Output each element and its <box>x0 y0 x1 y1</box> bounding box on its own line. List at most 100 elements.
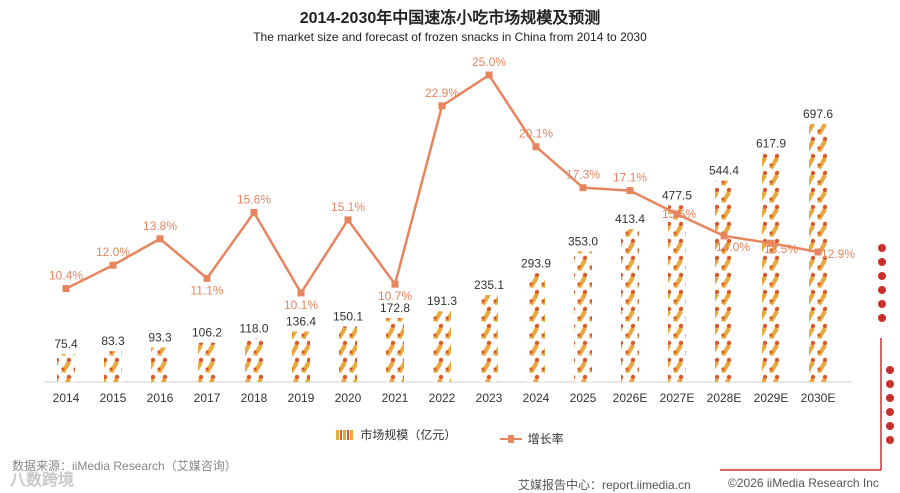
rate-label-2017: 11.1% <box>190 283 223 297</box>
bar-label-2026E: 413.4 <box>615 212 645 226</box>
bar-2026E <box>621 229 639 382</box>
legend-label-market-size: 市场规模（亿元） <box>360 428 457 442</box>
bar-label-2016: 93.3 <box>148 330 172 344</box>
rate-marker-2015 <box>109 261 117 269</box>
rate-label-2019: 10.1% <box>284 298 318 312</box>
rate-marker-2024 <box>532 143 540 151</box>
rate-marker-2022 <box>438 102 446 110</box>
bar-2024 <box>527 273 545 382</box>
rate-marker-2016 <box>156 235 164 243</box>
x-tick-2016: 2016 <box>147 391 174 405</box>
bar-label-2027E: 477.5 <box>662 188 692 202</box>
bar-2029E <box>762 153 780 382</box>
x-tick-2017: 2017 <box>194 391 221 405</box>
legend-label-growth-rate: 增长率 <box>527 432 564 446</box>
bar-label-2014: 75.4 <box>54 337 78 351</box>
rate-marker-2025 <box>579 184 587 192</box>
bar-2023 <box>480 295 498 382</box>
legend: 市场规模（亿元） 增长率 <box>0 426 900 447</box>
bar-label-2023: 235.1 <box>474 278 504 292</box>
bar-label-2025: 353.0 <box>568 234 598 248</box>
rate-marker-2019 <box>297 289 305 297</box>
bar-label-2020: 150.1 <box>333 309 363 323</box>
rate-marker-2029E <box>767 239 775 247</box>
bar-label-2029E: 617.9 <box>756 136 786 150</box>
rate-label-2022: 22.9% <box>425 86 459 100</box>
watermark: 八数跨境 <box>10 472 75 489</box>
rate-label-2030E: 12.9% <box>821 247 855 261</box>
rate-marker-2018 <box>250 209 258 217</box>
bar-2018 <box>245 338 263 382</box>
bar-label-2018: 118.0 <box>239 321 268 335</box>
rate-label-2029E: 13.5% <box>764 242 798 256</box>
x-tick-2030E: 2030E <box>801 391 836 405</box>
bar-2022 <box>433 311 451 382</box>
rate-label-2026E: 17.1% <box>613 171 647 185</box>
chart-area: 75.4 2014 83.3 2015 93.3 2016 106.2 2017 118.0 20… <box>44 55 855 405</box>
bar-label-2024: 293.9 <box>521 256 551 270</box>
x-tick-2025: 2025 <box>570 391 597 405</box>
report-center-link[interactable]: 艾媒报告中心：report.iimedia.cn <box>518 478 691 492</box>
copyright: ©2026 iiMedia Research Inc <box>728 476 879 490</box>
x-tick-2026E: 2026E <box>613 391 648 405</box>
rate-label-2027E: 15.5% <box>662 207 696 221</box>
chart-subtitle: The market size and forecast of frozen s… <box>253 30 647 44</box>
bar-2025 <box>574 251 592 382</box>
bar-2019 <box>292 331 310 382</box>
bar-2015 <box>104 351 122 382</box>
rate-label-2028E: 14.0% <box>716 240 750 254</box>
rate-marker-2023 <box>485 71 493 79</box>
bar-2021 <box>386 318 404 382</box>
rate-marker-2014 <box>62 285 70 293</box>
data-source: 数据来源：iiMedia Research（艾媒咨询） <box>12 459 237 473</box>
x-tick-2021: 2021 <box>382 391 409 405</box>
rate-marker-2026E <box>626 187 634 195</box>
rate-label-2024: 20.1% <box>519 127 553 141</box>
x-tick-2019: 2019 <box>288 391 315 405</box>
chart-title: 2014-2030年中国速冻小吃市场规模及预测 <box>299 10 601 27</box>
rate-label-2020: 15.1% <box>331 200 365 214</box>
rate-label-2021: 10.7% <box>378 289 412 303</box>
bar-label-2022: 191.3 <box>427 294 457 308</box>
bar-2017 <box>198 342 216 382</box>
x-tick-2029E: 2029E <box>754 391 789 405</box>
bar-2028E <box>715 180 733 382</box>
bar-label-2030E: 697.6 <box>803 107 833 121</box>
rate-label-2014: 10.4% <box>49 269 83 283</box>
bar-2020 <box>339 326 357 382</box>
bar-label-2021: 172.8 <box>380 301 410 315</box>
rate-label-2016: 13.8% <box>143 219 177 233</box>
x-tick-2027E: 2027E <box>660 391 695 405</box>
decor-dots-lower <box>886 366 894 450</box>
decor-dots-upper <box>878 244 886 328</box>
x-tick-2014: 2014 <box>53 391 80 405</box>
bar-label-2028E: 544.4 <box>709 164 739 178</box>
legend-swatch-line <box>499 434 522 443</box>
x-tick-2024: 2024 <box>523 391 550 405</box>
bar-2014 <box>57 354 75 382</box>
x-tick-2023: 2023 <box>476 391 503 405</box>
rate-label-2015: 12.0% <box>96 245 130 259</box>
x-tick-2018: 2018 <box>241 391 268 405</box>
rate-marker-2028E <box>720 232 728 240</box>
legend-swatch-bar <box>336 429 355 440</box>
rate-marker-2020 <box>344 216 352 224</box>
bar-label-2017: 106.2 <box>192 326 222 340</box>
x-tick-2015: 2015 <box>100 391 127 405</box>
x-tick-2022: 2022 <box>429 391 456 405</box>
bar-2016 <box>151 347 169 382</box>
x-tick-2020: 2020 <box>335 391 362 405</box>
rate-label-2018: 15.6% <box>237 193 271 207</box>
rate-label-2025: 17.3% <box>566 168 600 182</box>
rate-label-2023: 25.0% <box>472 55 506 69</box>
legend-item-market-size: 市场规模（亿元） <box>336 426 456 443</box>
rate-marker-2027E <box>673 210 681 218</box>
rate-marker-2021 <box>391 280 399 288</box>
legend-item-growth-rate: 增长率 <box>499 430 564 447</box>
rate-marker-2017 <box>203 274 211 282</box>
bar-label-2015: 83.3 <box>101 334 125 348</box>
rate-marker-2030E <box>814 248 822 256</box>
bar-2027E <box>668 205 686 382</box>
bar-label-2019: 136.4 <box>286 315 316 329</box>
x-tick-2028E: 2028E <box>707 391 742 405</box>
